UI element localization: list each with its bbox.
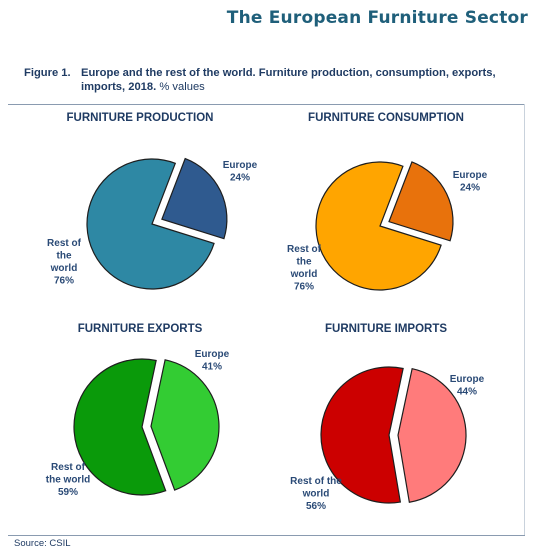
- slice-label-rest-of-the-world: Rest of the world 59%: [46, 462, 90, 498]
- slice-label-line: Europe: [453, 170, 488, 181]
- slice-label-line: the world: [46, 475, 90, 486]
- figure-caption-text: Europe and the rest of the world. Furnit…: [81, 66, 524, 94]
- pie-chart-furniture-exports: FURNITURE EXPORTS Europe 41% Rest of the wor…: [46, 323, 230, 498]
- pie-slice-europe: [150, 359, 220, 491]
- slice-label-rest-of-the-world: Rest of the world 56%: [290, 476, 342, 512]
- figure-caption-main: Europe and the rest of the world. Furnit…: [81, 67, 496, 93]
- slice-label-rest-of-the-world: Rest of the world 76%: [287, 244, 322, 293]
- slice-label-line: 24%: [230, 173, 250, 184]
- pie-slice-europe: [388, 161, 454, 242]
- chart-title: FURNITURE PRODUCTION: [67, 112, 214, 124]
- chart-title: FURNITURE IMPORTS: [325, 323, 447, 335]
- slice-label-line: Europe: [450, 374, 485, 385]
- figure-number: Figure 1.: [24, 67, 71, 79]
- source-divider: [8, 535, 525, 536]
- slice-label-line: 76%: [54, 276, 74, 287]
- slice-label-line: Europe: [223, 160, 258, 171]
- slice-label-europe: Europe 24%: [223, 160, 258, 184]
- slice-label-europe: Europe 24%: [453, 170, 488, 194]
- caption-divider: [8, 104, 525, 105]
- figure-caption-units: % values: [159, 81, 205, 93]
- pie-chart-furniture-production: FURNITURE PRODUCTION Europe 24% Rest of the w…: [47, 112, 258, 290]
- slice-label-line: 59%: [58, 487, 78, 498]
- source-note: Source: CSIL: [14, 538, 71, 549]
- slice-label-line: Rest of the: [290, 476, 342, 487]
- slice-label-line: world: [290, 269, 318, 280]
- slice-label-line: Rest of: [47, 238, 82, 249]
- slice-label-line: world: [50, 263, 78, 274]
- slice-label-line: Europe: [195, 349, 230, 360]
- slice-label-line: 44%: [457, 387, 477, 398]
- slice-label-line: the: [57, 251, 72, 262]
- pie-slice-europe: [161, 157, 228, 240]
- slice-label-line: 76%: [294, 282, 314, 293]
- chart-title: FURNITURE EXPORTS: [78, 323, 203, 335]
- chart-title: FURNITURE CONSUMPTION: [308, 112, 464, 124]
- slice-label-line: Rest of: [51, 462, 86, 473]
- right-border: [524, 104, 525, 535]
- slice-label-line: 56%: [306, 501, 326, 512]
- slice-label-europe: Europe 44%: [450, 374, 485, 398]
- slice-label-rest-of-the-world: Rest of the world 76%: [47, 238, 82, 287]
- slice-label-line: world: [302, 489, 330, 500]
- page-header-title: The European Furniture Sector: [226, 8, 528, 28]
- slice-label-line: 24%: [460, 183, 480, 194]
- pie-slice-europe: [397, 367, 467, 503]
- pie-chart-furniture-consumption: FURNITURE CONSUMPTION Europe 24% Rest of the…: [287, 112, 488, 293]
- pie-slice-rest-of-the-world: [86, 158, 215, 290]
- pie-slice-rest-of-the-world: [73, 358, 167, 496]
- slice-label-europe: Europe 41%: [195, 349, 230, 373]
- slice-label-line: 41%: [202, 362, 222, 373]
- pie-slice-rest-of-the-world: [320, 366, 404, 504]
- figure-caption: Figure 1. Europe and the rest of the wor…: [24, 66, 524, 94]
- pie-slice-rest-of-the-world: [315, 161, 442, 291]
- slice-label-line: the: [297, 257, 312, 268]
- slice-label-line: Rest of: [287, 244, 322, 255]
- pie-chart-furniture-imports: FURNITURE IMPORTS Europe 44% Rest of the wor…: [290, 323, 484, 512]
